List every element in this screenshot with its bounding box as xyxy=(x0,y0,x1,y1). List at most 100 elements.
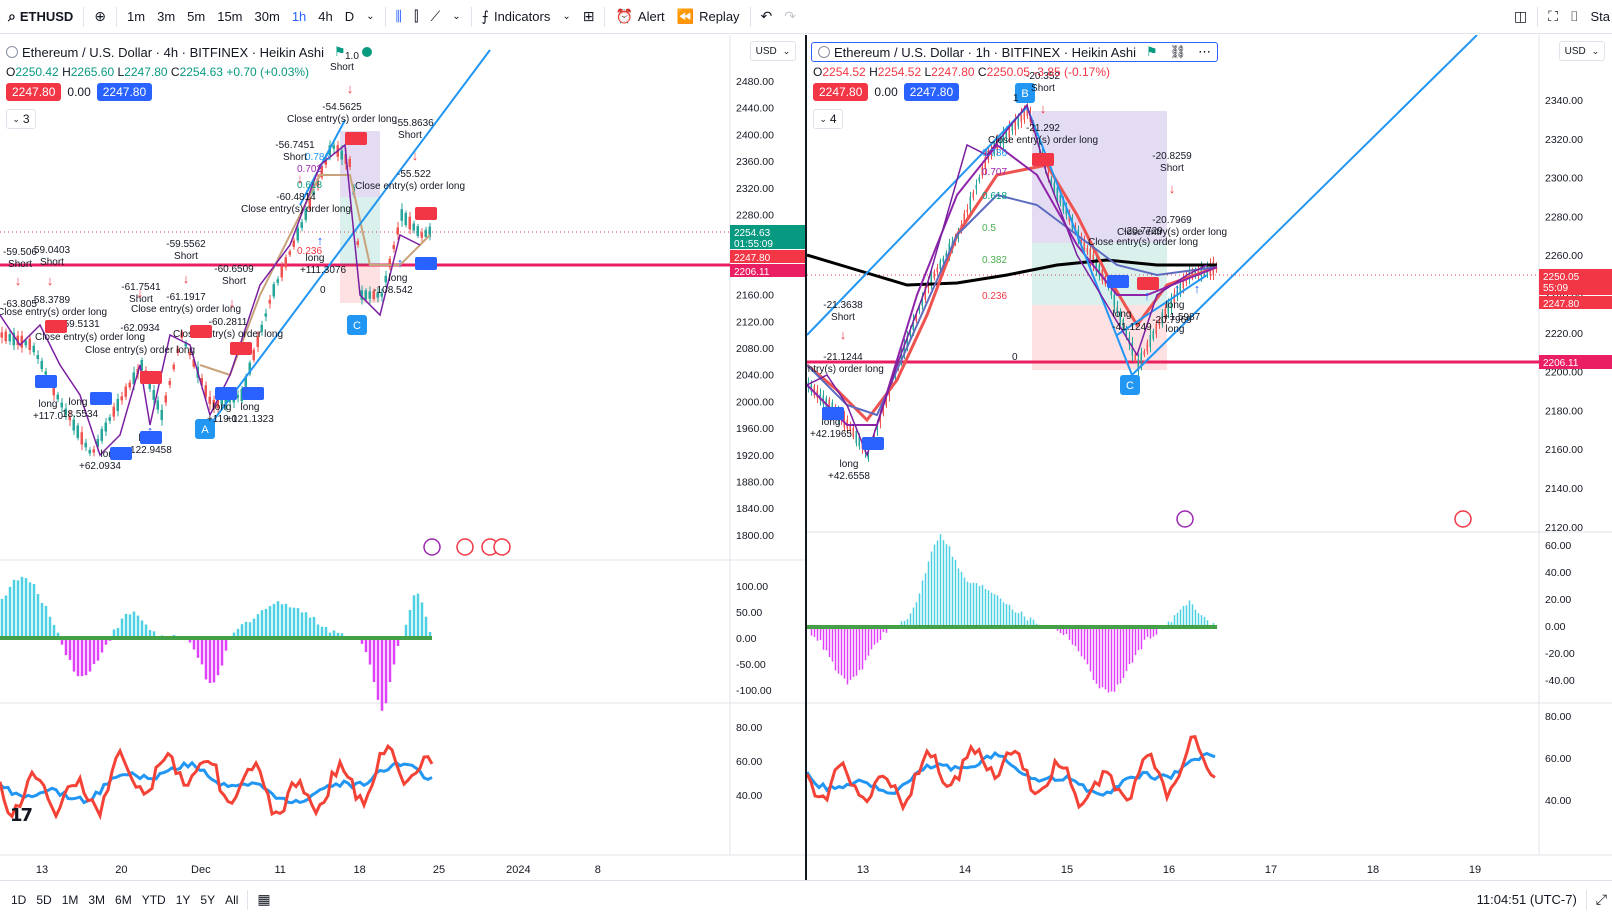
strategy-label: Short xyxy=(330,62,354,73)
chart-type-bars[interactable]: ⫼ xyxy=(390,4,408,30)
strategy-label: -59.506 xyxy=(3,247,37,258)
candle-body xyxy=(380,293,383,297)
compare-button[interactable]: ⊕ xyxy=(88,4,112,30)
candle-body xyxy=(1164,308,1166,319)
low-label: L xyxy=(924,65,932,79)
redo-button[interactable]: ↷ xyxy=(778,4,802,30)
event-icon xyxy=(1176,510,1194,528)
indicators-dropdown[interactable]: ⌄ xyxy=(556,4,576,30)
fib-level-label: 1.0 xyxy=(345,51,359,62)
chart-legend[interactable]: Ethereum / U.S. Dollar · 4h · BITFINEX ·… xyxy=(6,44,372,60)
symbol-search[interactable]: ⌕ ETHUSD xyxy=(0,4,79,30)
interval-5m[interactable]: 5m xyxy=(187,9,206,24)
sell-signal-badge xyxy=(190,325,212,338)
macd-tick-label: 0.00 xyxy=(1545,621,1566,633)
wave-marker-label: C xyxy=(353,320,361,332)
panel-toggle-button[interactable]: ◫ xyxy=(1508,4,1533,30)
indicators-label: Indicators xyxy=(493,9,551,24)
indicators-collapse-button[interactable]: ⌄ 3 xyxy=(6,109,36,129)
interval-1h[interactable]: 1h xyxy=(291,9,307,24)
replay-button[interactable]: ⏪ Replay xyxy=(671,4,746,30)
high-label: H xyxy=(62,65,71,79)
interval-1m[interactable]: 1m xyxy=(127,9,146,24)
layout-button[interactable]: ⊞ xyxy=(577,4,601,30)
fullscreen-button[interactable]: ⛶ xyxy=(1542,4,1564,30)
indicators-button[interactable]: ⨍ Indicators xyxy=(476,4,557,30)
high-label: H xyxy=(869,65,878,79)
buy-arrow-icon: ↑ xyxy=(1174,281,1181,296)
fib-level-label: 0.707 xyxy=(982,167,1007,178)
close-label: C xyxy=(977,65,987,79)
range-3m[interactable]: 3M xyxy=(88,892,106,907)
strategy-label: long xyxy=(306,253,325,264)
price-tick-label: 2160.00 xyxy=(1545,444,1583,456)
interval-d[interactable]: D xyxy=(344,9,355,24)
buy-button[interactable]: 2247.80 xyxy=(903,83,960,101)
range-5y[interactable]: 5Y xyxy=(200,892,216,907)
buy-signal-badge xyxy=(862,437,884,450)
open-label: O xyxy=(813,65,823,79)
chart-canvas-right[interactable]: 2340.002320.002300.002280.002260.002240.… xyxy=(807,35,1612,880)
snapshot-button[interactable]: ⌷ xyxy=(1564,4,1584,30)
buy-button[interactable]: 2247.80 xyxy=(96,83,153,101)
price-tick-label: 2280.00 xyxy=(1545,211,1583,223)
sell-button[interactable]: 2247.80 xyxy=(813,83,869,101)
candle-body xyxy=(1131,342,1133,356)
chart-canvas-left[interactable]: 2480.00 2440.00 2400.00 2360.00 2320.00 2280.… xyxy=(0,35,805,880)
sell-button[interactable]: 2247.80 xyxy=(6,83,62,101)
currency-selector[interactable]: USD ⌄ xyxy=(750,41,796,61)
range-ytd[interactable]: YTD xyxy=(141,892,166,907)
strategy-label: -62.0934 xyxy=(120,323,160,334)
price-tag-label: 2247.80 xyxy=(734,253,771,264)
trend-line xyxy=(209,49,491,426)
save-layout-button[interactable]: Sta xyxy=(1584,4,1612,30)
pane-divider[interactable] xyxy=(805,35,807,880)
ohlc-values: O2250.42 H2265.60 L2247.80 C2254.63 +0.7… xyxy=(6,65,309,79)
range-1y[interactable]: 1Y xyxy=(175,892,191,907)
candle-body xyxy=(104,422,107,432)
clock-display[interactable]: 11:04:51 (UTC-7) xyxy=(1476,892,1577,907)
candle-body xyxy=(879,415,881,423)
candle-body xyxy=(204,385,207,397)
range-all[interactable]: All xyxy=(225,892,239,907)
price-tag xyxy=(1539,296,1612,309)
chart-type-candles[interactable]: ⫿ xyxy=(408,4,424,30)
range-6m[interactable]: 6M xyxy=(115,892,132,907)
candle-body xyxy=(160,409,163,421)
candle-body xyxy=(1158,321,1160,326)
candle-body xyxy=(32,345,35,353)
candle-body xyxy=(1005,132,1007,138)
fib-level-label: 0.786 xyxy=(982,148,1007,159)
strategy-label: -21.1244 xyxy=(823,352,863,363)
range-1m[interactable]: 1M xyxy=(61,892,79,907)
strategy-label: Close entry(s) order long xyxy=(0,307,107,318)
range-5d[interactable]: 5D xyxy=(36,892,52,907)
chart-legend[interactable]: Ethereum / U.S. Dollar · 1h · BITFINEX ·… xyxy=(811,42,1219,62)
chart-pane-left[interactable]: 2480.00 2440.00 2400.00 2360.00 2320.00 2280.… xyxy=(0,35,805,880)
interval-4h[interactable]: 4h xyxy=(318,9,333,24)
toolbar-divider xyxy=(384,6,386,27)
maximize-button[interactable]: ⤢ xyxy=(1591,887,1612,913)
chart-type-line[interactable]: ⟋ xyxy=(424,4,446,30)
date-range-button[interactable]: ▦ xyxy=(252,887,275,913)
interval-30m[interactable]: 30m xyxy=(254,9,280,24)
price-tag-label: 2250.05 xyxy=(1543,272,1580,283)
interval-dropdown[interactable]: ⌄ xyxy=(360,4,380,30)
symbol-logo-icon xyxy=(6,46,18,58)
wave-marker-label: B xyxy=(1021,88,1028,100)
interval-3m[interactable]: 3m xyxy=(157,9,176,24)
indicators-collapse-button[interactable]: ⌄ 4 xyxy=(813,109,843,129)
alert-button[interactable]: ⏰ Alert xyxy=(609,4,670,30)
time-tick-label: 11 xyxy=(274,864,285,876)
candle-body xyxy=(1083,240,1085,250)
fib-level-label: 0.382 xyxy=(982,255,1007,266)
range-1d[interactable]: 1D xyxy=(11,892,27,907)
chart-type-dropdown[interactable]: ⌄ xyxy=(446,4,466,30)
alarm-clock-icon: ⏰ xyxy=(615,8,633,25)
undo-button[interactable]: ↶ xyxy=(755,4,779,30)
candle-body xyxy=(1161,312,1163,325)
buy-signal-badge xyxy=(215,387,237,400)
chart-pane-right[interactable]: 2340.002320.002300.002280.002260.002240.… xyxy=(807,35,1612,880)
interval-15m[interactable]: 15m xyxy=(217,9,243,24)
currency-selector[interactable]: USD ⌄ xyxy=(1559,41,1605,61)
